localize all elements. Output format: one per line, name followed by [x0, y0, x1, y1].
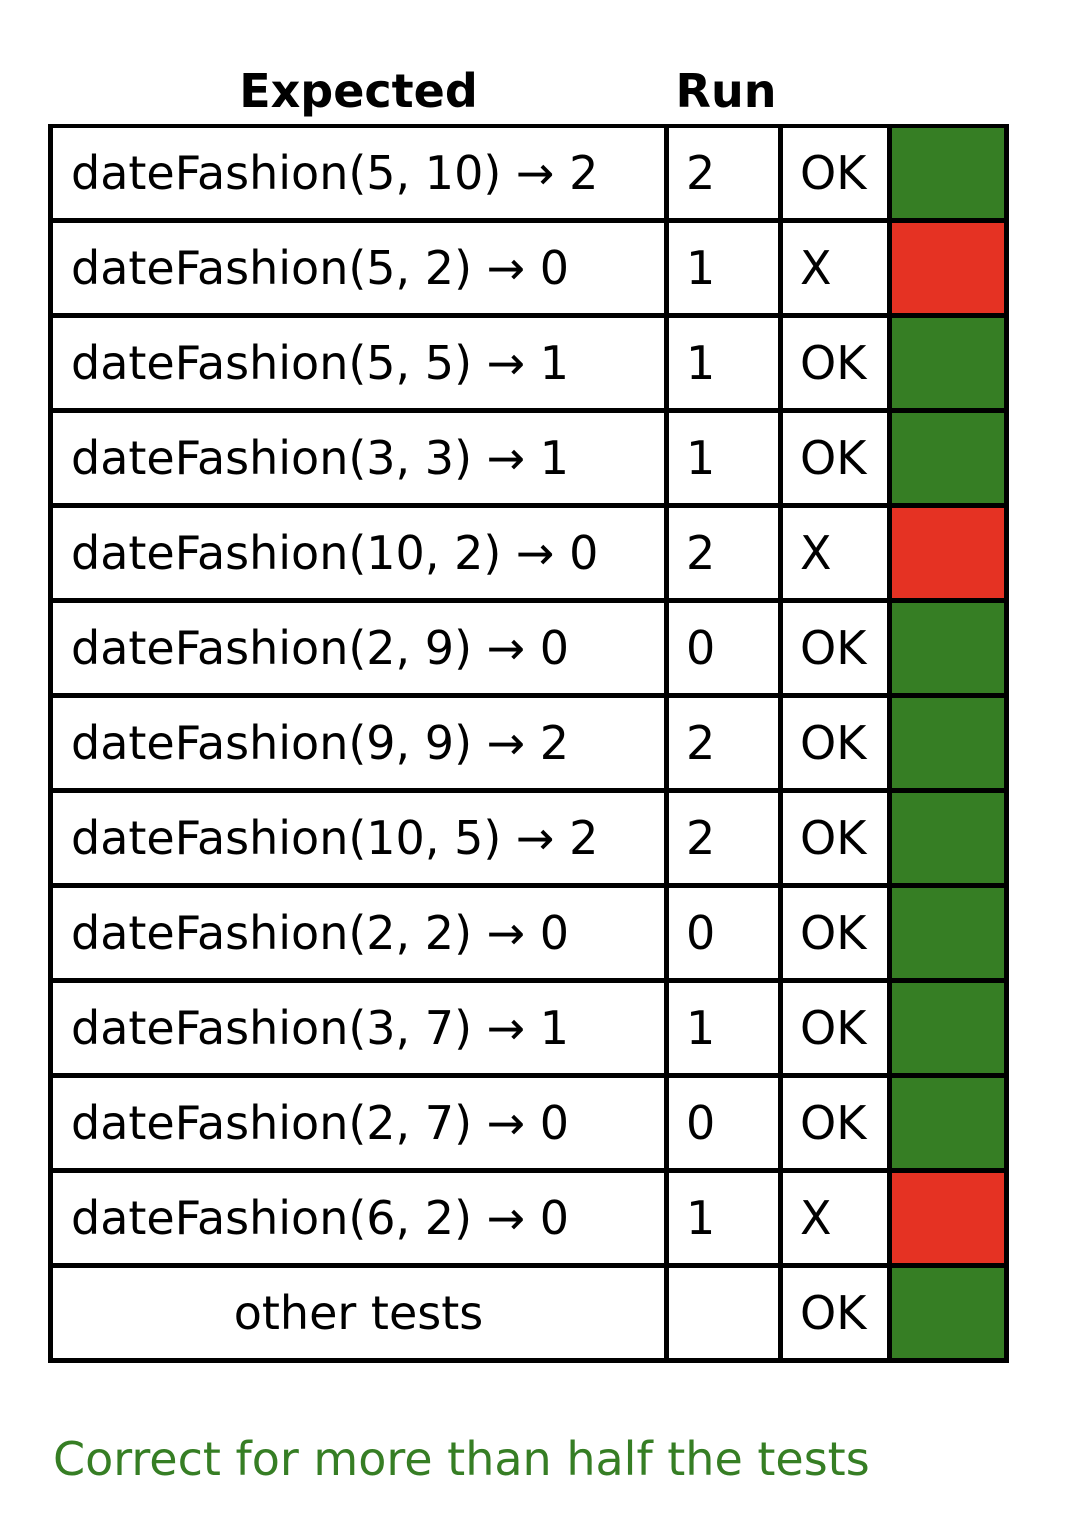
expected-cell: dateFashion(5, 2) → 0: [48, 223, 669, 318]
run-cell: 0: [669, 603, 783, 698]
result-color-swatch: [892, 124, 1009, 223]
status-cell: OK: [783, 793, 892, 888]
run-cell: 2: [669, 793, 783, 888]
expected-cell: dateFashion(10, 5) → 2: [48, 793, 669, 888]
status-cell: OK: [783, 603, 892, 698]
run-cell: [669, 1268, 783, 1363]
result-color-swatch: [892, 1268, 1009, 1363]
expected-cell: dateFashion(9, 9) → 2: [48, 698, 669, 793]
test-row: dateFashion(2, 7) → 0 0 OK: [48, 1078, 1009, 1173]
test-row: dateFashion(2, 2) → 0 0 OK: [48, 888, 1009, 983]
result-color-swatch: [892, 318, 1009, 413]
test-row: dateFashion(5, 10) → 2 2 OK: [48, 124, 1009, 223]
status-cell: X: [783, 1173, 892, 1268]
run-cell: 1: [669, 413, 783, 508]
status-cell: OK: [783, 888, 892, 983]
expected-cell: dateFashion(6, 2) → 0: [48, 1173, 669, 1268]
result-color-swatch: [892, 1173, 1009, 1268]
run-cell: 2: [669, 508, 783, 603]
status-cell: OK: [783, 1078, 892, 1173]
status-cell: OK: [783, 698, 892, 793]
result-color-swatch: [892, 888, 1009, 983]
status-cell: OK: [783, 124, 892, 223]
run-cell: 1: [669, 1173, 783, 1268]
status-cell: OK: [783, 1268, 892, 1363]
result-color-swatch: [892, 223, 1009, 318]
status-cell: X: [783, 223, 892, 318]
run-cell: 0: [669, 1078, 783, 1173]
test-row: dateFashion(3, 3) → 1 1 OK: [48, 413, 1009, 508]
status-cell: X: [783, 508, 892, 603]
expected-cell: dateFashion(5, 5) → 1: [48, 318, 669, 413]
summary-message: Correct for more than half the tests: [53, 1432, 870, 1486]
run-column-header: Run: [675, 64, 777, 118]
expected-cell: dateFashion(2, 7) → 0: [48, 1078, 669, 1173]
expected-cell: dateFashion(5, 10) → 2: [48, 124, 669, 223]
run-cell: 1: [669, 223, 783, 318]
expected-cell: dateFashion(2, 9) → 0: [48, 603, 669, 698]
status-column-header: [783, 58, 892, 124]
table-header-row: Expected Run: [48, 58, 1009, 124]
run-cell: 2: [669, 698, 783, 793]
status-cell: OK: [783, 983, 892, 1078]
test-row: dateFashion(2, 9) → 0 0 OK: [48, 603, 1009, 698]
expected-cell: dateFashion(3, 7) → 1: [48, 983, 669, 1078]
result-color-swatch: [892, 793, 1009, 888]
result-color-swatch: [892, 1078, 1009, 1173]
expected-column-header: Expected: [239, 64, 478, 118]
status-cell: OK: [783, 413, 892, 508]
status-cell: OK: [783, 318, 892, 413]
test-row: dateFashion(10, 5) → 2 2 OK: [48, 793, 1009, 888]
result-color-swatch: [892, 698, 1009, 793]
test-results-table: Expected Run dateFashion(5, 10) → 2 2 OK da…: [48, 58, 1009, 1363]
expected-cell: dateFashion(3, 3) → 1: [48, 413, 669, 508]
other-tests-row: other tests OK: [48, 1268, 1009, 1363]
expected-cell: dateFashion(2, 2) → 0: [48, 888, 669, 983]
result-color-swatch: [892, 413, 1009, 508]
run-cell: 1: [669, 318, 783, 413]
run-cell: 0: [669, 888, 783, 983]
result-color-swatch: [892, 603, 1009, 698]
result-color-swatch: [892, 508, 1009, 603]
test-row: dateFashion(5, 5) → 1 1 OK: [48, 318, 1009, 413]
run-cell: 1: [669, 983, 783, 1078]
other-tests-label: other tests: [48, 1268, 669, 1363]
test-row: dateFashion(3, 7) → 1 1 OK: [48, 983, 1009, 1078]
expected-cell: dateFashion(10, 2) → 0: [48, 508, 669, 603]
test-row: dateFashion(9, 9) → 2 2 OK: [48, 698, 1009, 793]
test-results-body: dateFashion(5, 10) → 2 2 OK dateFashion(5, …: [48, 124, 1009, 1363]
result-column-header: [892, 58, 1009, 124]
run-cell: 2: [669, 124, 783, 223]
result-color-swatch: [892, 983, 1009, 1078]
